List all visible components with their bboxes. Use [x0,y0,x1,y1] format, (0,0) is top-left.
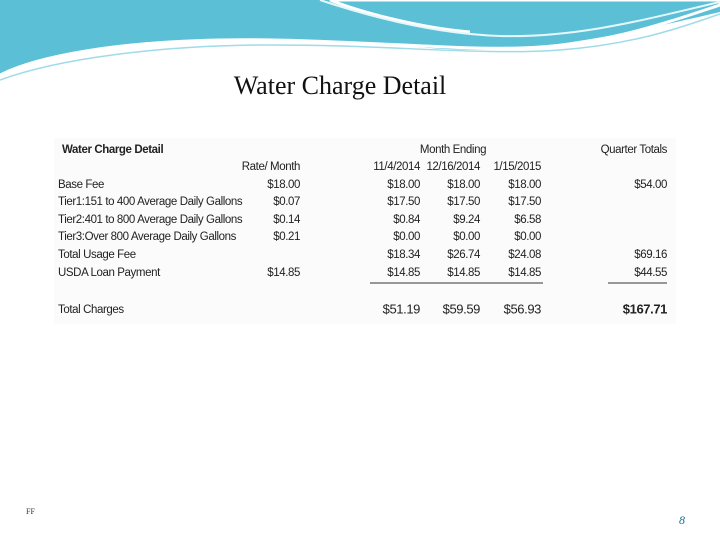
cell: $6.58 [514,214,541,226]
total-cell: $167.71 [623,301,667,316]
cell: $14.85 [387,267,420,279]
totals-header: Quarter Totals [601,144,668,156]
cell: $0.14 [273,214,301,226]
cell: $17.50 [387,196,420,208]
table-panel [54,138,676,324]
cell: $17.50 [508,196,541,208]
page-number: 8 [679,513,685,527]
cell: $0.00 [453,231,480,243]
row-label: USDA Loan Payment [58,267,161,279]
table-caption: Water Charge Detail [62,144,163,156]
total-cell: $51.19 [383,301,421,316]
cell: $0.21 [273,231,300,243]
cell: $18.00 [508,179,541,191]
cell: $14.85 [508,267,541,279]
row-label: Tier3:Over 800 Average Daily Gallons [58,231,237,243]
cell: $18.00 [267,179,300,191]
cell: $24.08 [508,249,541,261]
header-wave [0,0,720,81]
cell: $69.16 [634,249,667,261]
column-header: 11/4/2014 [373,161,421,173]
total-cell: $59.59 [443,301,481,316]
total-label: Total Charges [58,304,124,316]
cell: $0.00 [514,231,541,243]
cell: $54.00 [634,179,667,191]
cell: $0.00 [393,231,420,243]
footer-left: FF [26,507,35,516]
cell: $26.74 [447,249,481,261]
column-header: Rate/ Month [242,161,300,173]
group-header: Month Ending [420,144,486,156]
charge-table: Water Charge Detail Month Ending Quarter T… [58,144,668,316]
cell: $14.85 [267,267,300,279]
cell: $18.34 [387,249,421,261]
cell: $18.00 [447,179,480,191]
row-label: Total Usage Fee [58,249,136,261]
cell: $17.50 [447,196,480,208]
row-label: Base Fee [58,179,104,191]
cell: $44.55 [634,267,667,279]
slide-title: Water Charge Detail [234,71,447,100]
cell: $0.84 [393,214,421,226]
row-label: Tier2:401 to 800 Average Daily Gallons [58,214,243,226]
cell: $9.24 [453,214,481,226]
cell: $18.00 [387,179,420,191]
cell: $0.07 [273,196,300,208]
cell: $14.85 [447,267,480,279]
total-cell: $56.93 [504,301,542,316]
column-header: 1/15/2015 [493,161,541,173]
row-label: Tier1:151 to 400 Average Daily Gallons [58,196,243,208]
column-header: 12/16/2014 [426,161,481,173]
